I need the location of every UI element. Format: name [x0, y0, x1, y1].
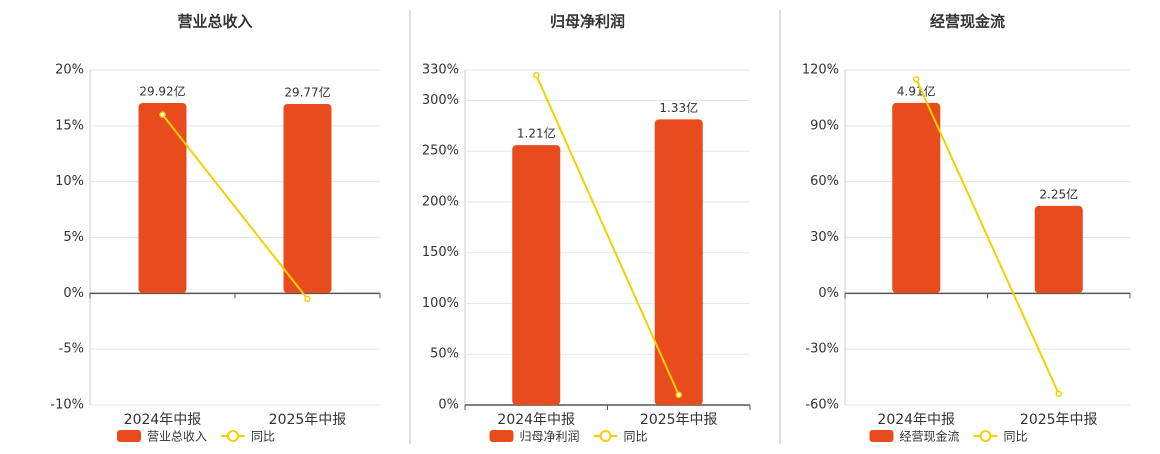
y-tick-label: 15%: [55, 118, 84, 133]
legend-label: 同比: [624, 430, 648, 444]
chart-title: 经营现金流: [930, 13, 1005, 31]
y-tick-label: 100%: [422, 296, 459, 311]
y-tick-label: -10%: [50, 398, 84, 413]
y-tick-label: 0%: [818, 286, 839, 301]
y-tick-label: 150%: [422, 245, 459, 260]
y-tick-label: 20%: [55, 63, 84, 78]
legend-label: 归母净利润: [520, 430, 580, 444]
data-label: 4.91亿: [897, 83, 936, 98]
bar: [512, 145, 561, 405]
line: [915, 78, 1060, 395]
legend-marker: [979, 430, 992, 442]
chart-title: 归母净利润: [550, 13, 625, 31]
y-tick-label: 250%: [422, 144, 459, 159]
y-tick-label: 30%: [810, 230, 839, 245]
x-tick-label: 2024年中报: [497, 412, 575, 428]
y-tick-label: 0%: [63, 286, 84, 301]
legend-marker: [599, 430, 612, 442]
y-tick-label: 300%: [422, 93, 459, 108]
y-tick-label: -5%: [59, 342, 84, 357]
y-tick-label: 60%: [810, 174, 839, 189]
legend-swatch: [117, 430, 141, 442]
legend-label: 同比: [251, 430, 275, 444]
line: [535, 74, 680, 396]
chart-title: 营业总收入: [177, 13, 252, 31]
bar: [892, 102, 941, 294]
line-point: [1055, 390, 1062, 398]
legend-marker: [227, 430, 240, 442]
data-label: 1.33亿: [659, 100, 698, 115]
y-tick-label: 50%: [430, 347, 459, 362]
y-tick-label: -30%: [805, 342, 839, 357]
x-tick-label: 2025年中报: [640, 412, 718, 428]
bar: [283, 103, 332, 293]
line: [161, 114, 309, 300]
legend-label: 经营现金流: [900, 429, 960, 444]
legend-swatch: [489, 430, 514, 442]
y-tick-label: 330%: [422, 63, 459, 78]
line-point: [913, 76, 920, 83]
x-tick-label: 2024年中报: [124, 412, 202, 428]
line-point: [304, 295, 311, 303]
legend-label: 同比: [1004, 430, 1028, 444]
bar: [1034, 205, 1083, 294]
y-tick-label: 10%: [55, 174, 84, 189]
data-label: 1.21亿: [517, 126, 556, 141]
y-tick-label: 200%: [422, 194, 459, 209]
data-label: 2.25亿: [1039, 186, 1078, 201]
y-tick-label: 120%: [802, 63, 839, 78]
line-point: [533, 71, 540, 79]
bar: [654, 119, 703, 406]
x-tick-label: 2024年中报: [877, 412, 955, 428]
y-tick-label: 0%: [438, 398, 459, 413]
y-tick-label: 5%: [63, 230, 84, 245]
y-tick-label: 90%: [810, 118, 839, 133]
y-tick-label: -60%: [805, 398, 839, 413]
line-point: [159, 111, 166, 118]
data-label: 29.77亿: [284, 84, 330, 99]
data-label: 29.92亿: [139, 84, 185, 99]
legend-swatch: [869, 430, 894, 442]
bar: [138, 103, 187, 293]
x-tick-label: 2025年中报: [269, 412, 347, 428]
x-tick-label: 2025年中报: [1020, 412, 1098, 428]
line-point: [675, 391, 682, 399]
legend-label: 营业总收入: [147, 430, 207, 444]
